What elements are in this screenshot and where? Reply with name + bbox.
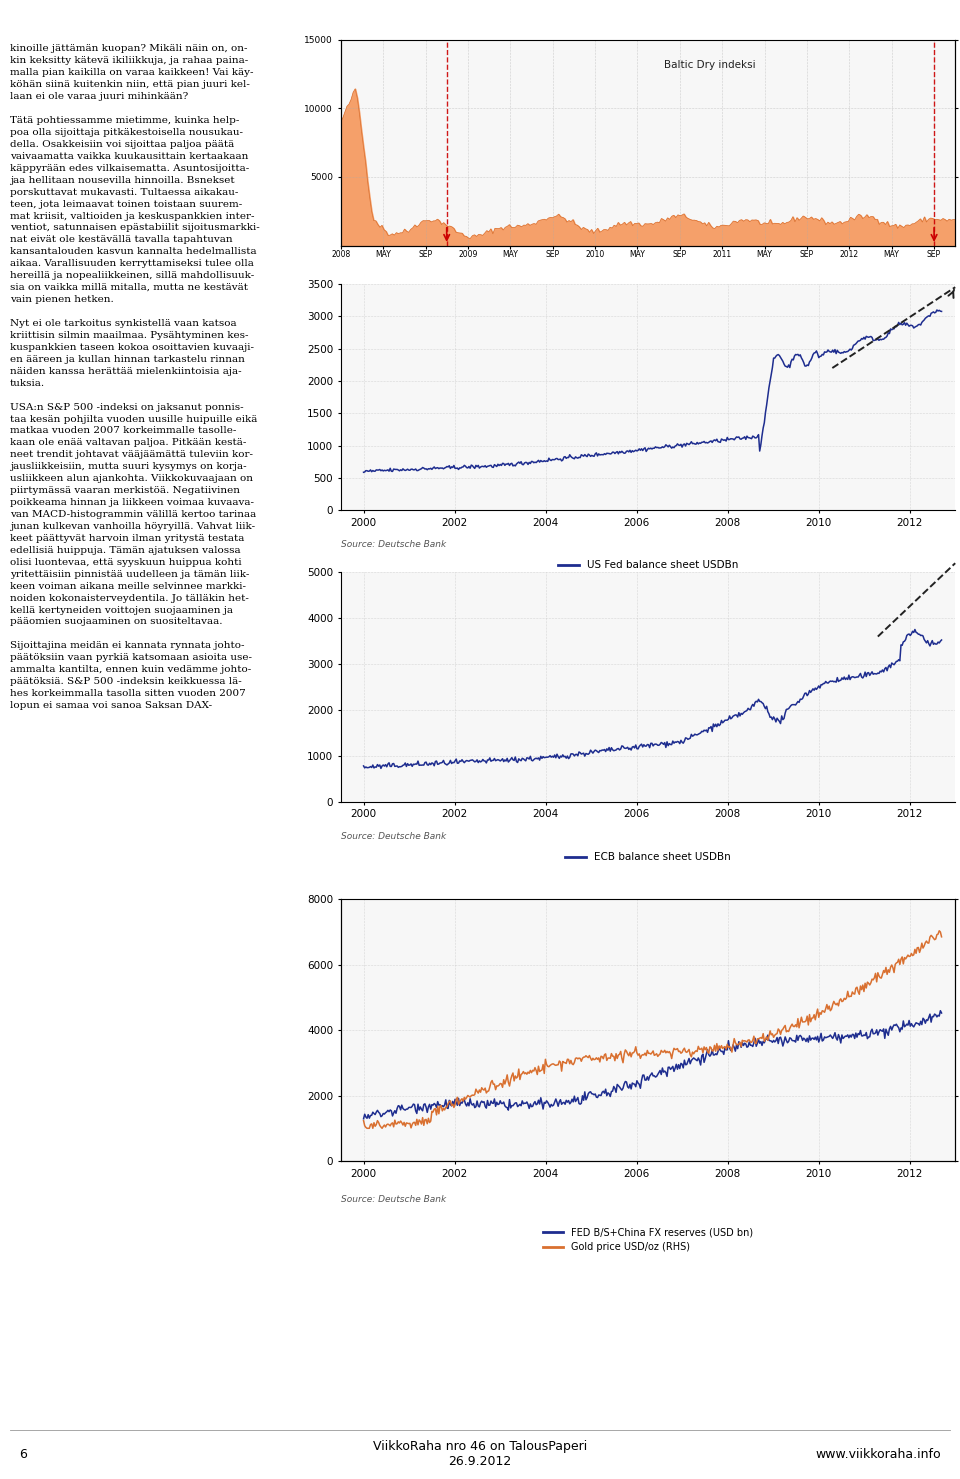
Gold price USD/oz (RHS) (361, 1120, 372, 1137)
Legend: ECB balance sheet USDBn: ECB balance sheet USDBn (561, 847, 735, 867)
Gold price USD/oz (RHS) (924, 935, 935, 952)
Gold price USD/oz (RHS) (832, 997, 844, 1015)
Text: ViikkoRaha nro 46 on TalousPaperi
26.9.2012: ViikkoRaha nro 46 on TalousPaperi 26.9.2… (372, 1441, 588, 1469)
FED B/S+China FX reserves (USD bn) (670, 1056, 682, 1074)
Gold price USD/oz (RHS) (634, 1046, 645, 1063)
Text: Baltic Dry indeksi: Baltic Dry indeksi (663, 61, 756, 71)
Gold price USD/oz (RHS) (358, 1112, 370, 1130)
Gold price USD/oz (RHS) (936, 927, 948, 945)
Line: Gold price USD/oz (RHS): Gold price USD/oz (RHS) (364, 930, 942, 1128)
Text: Source: Deutsche Bank: Source: Deutsche Bank (341, 1195, 446, 1204)
Legend: US Fed balance sheet USDBn: US Fed balance sheet USDBn (554, 556, 742, 574)
Legend: FED B/S+China FX reserves (USD bn), Gold price USD/oz (RHS): FED B/S+China FX reserves (USD bn), Gold… (540, 1223, 756, 1256)
FED B/S+China FX reserves (USD bn) (936, 1004, 948, 1022)
FED B/S+China FX reserves (USD bn) (702, 1041, 713, 1059)
Gold price USD/oz (RHS) (672, 1040, 684, 1057)
Text: kinoille jättämän kuopan? Mikäli näin on, on-
kin keksitty kätevä ikiliikkuja, j: kinoille jättämän kuopan? Mikäli näin on… (10, 44, 259, 710)
Text: www.viikkoraha.info: www.viikkoraha.info (815, 1448, 941, 1461)
FED B/S+China FX reserves (USD bn) (922, 1012, 933, 1029)
Text: Figure 4: US Fed balance sheet expansion continues...: Figure 4: US Fed balance sheet expansion… (346, 262, 708, 274)
Gold price USD/oz (RHS) (636, 1046, 648, 1063)
FED B/S+China FX reserves (USD bn) (935, 1001, 947, 1019)
FED B/S+China FX reserves (USD bn) (633, 1074, 644, 1092)
Text: 6: 6 (19, 1448, 27, 1461)
Text: Figure 16: Fed B/S + China FX and Gold price: Figure 16: Fed B/S + China FX and Gold p… (346, 877, 645, 889)
Text: Source: Deutsche Bank: Source: Deutsche Bank (341, 831, 446, 840)
FED B/S+China FX reserves (USD bn) (831, 1031, 843, 1049)
FED B/S+China FX reserves (USD bn) (636, 1071, 647, 1089)
Gold price USD/oz (RHS) (703, 1044, 714, 1062)
Gold price USD/oz (RHS) (933, 921, 945, 939)
FED B/S+China FX reserves (USD bn) (358, 1109, 370, 1127)
Line: FED B/S+China FX reserves (USD bn): FED B/S+China FX reserves (USD bn) (364, 1010, 942, 1118)
Text: Figure 5: ECB balance sheet expansion continues...: Figure 5: ECB balance sheet expansion co… (346, 550, 686, 562)
Text: Source: Deutsche Bank: Source: Deutsche Bank (341, 540, 446, 549)
